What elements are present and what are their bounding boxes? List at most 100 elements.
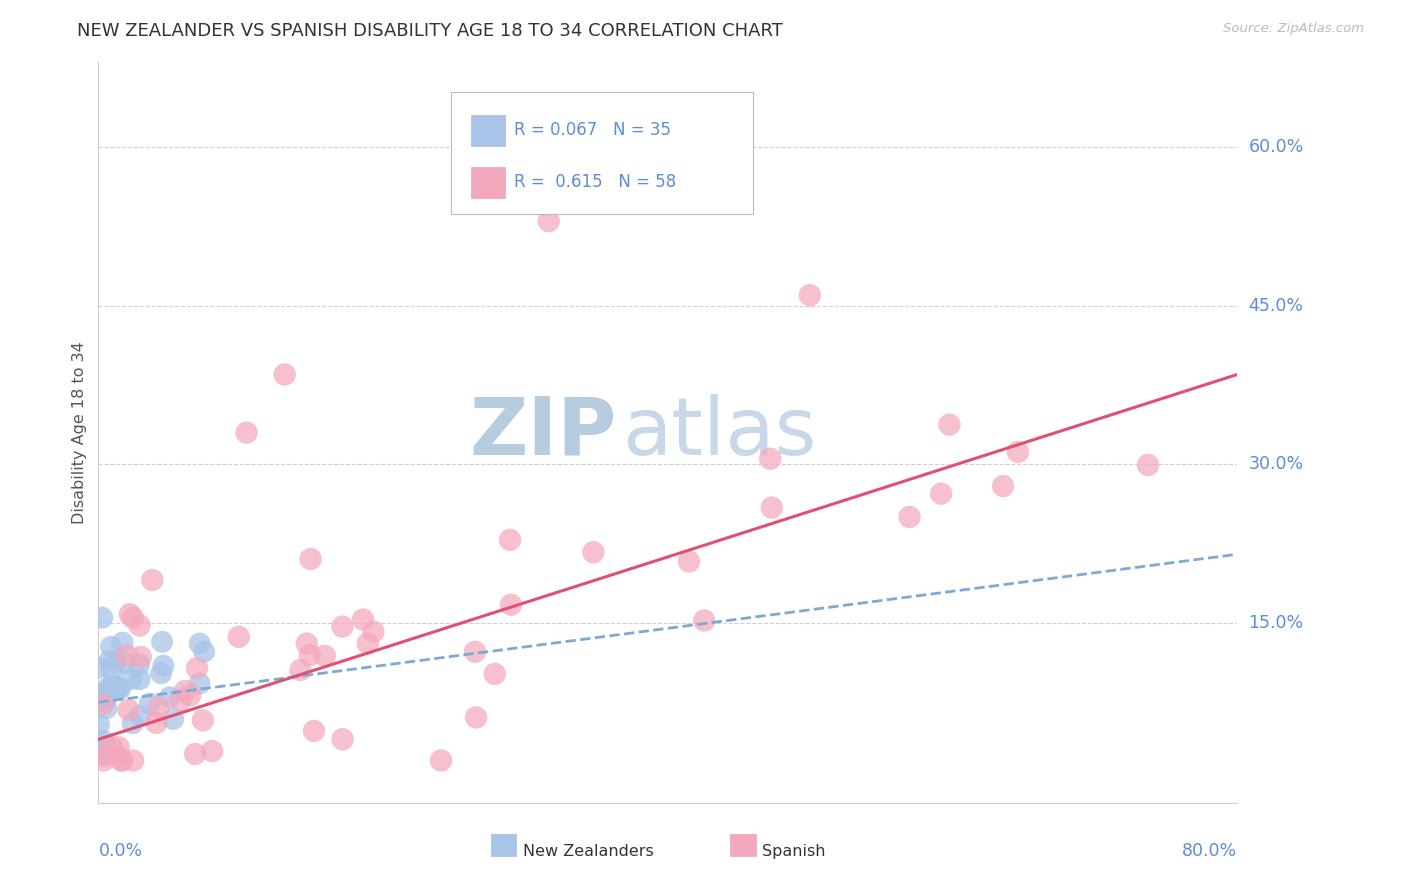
Point bbox=[101, 678, 124, 692]
Point bbox=[162, 712, 184, 726]
Point bbox=[898, 510, 921, 524]
Point bbox=[484, 666, 506, 681]
Point bbox=[430, 754, 453, 768]
Point bbox=[114, 657, 136, 671]
Point bbox=[121, 672, 143, 686]
Point bbox=[188, 676, 211, 690]
Point bbox=[128, 672, 150, 686]
Text: ZIP: ZIP bbox=[470, 393, 617, 472]
Point bbox=[188, 636, 211, 650]
Text: Spanish: Spanish bbox=[762, 844, 825, 858]
Point bbox=[759, 451, 782, 466]
Text: New Zealanders: New Zealanders bbox=[523, 844, 654, 858]
Point bbox=[693, 614, 716, 628]
Text: Source: ZipAtlas.com: Source: ZipAtlas.com bbox=[1223, 22, 1364, 36]
Point bbox=[91, 697, 114, 711]
Point bbox=[169, 693, 191, 707]
Point bbox=[352, 613, 374, 627]
Point bbox=[107, 740, 129, 755]
Point bbox=[110, 754, 132, 768]
Point bbox=[93, 748, 115, 763]
Point bbox=[110, 681, 132, 696]
Point bbox=[98, 685, 121, 699]
Point bbox=[357, 636, 380, 650]
Point bbox=[332, 620, 354, 634]
Point bbox=[97, 681, 120, 695]
FancyBboxPatch shape bbox=[471, 167, 505, 198]
Point bbox=[191, 714, 214, 728]
Point bbox=[141, 573, 163, 587]
Point bbox=[150, 635, 173, 649]
FancyBboxPatch shape bbox=[491, 834, 516, 856]
Point bbox=[464, 645, 486, 659]
Point bbox=[93, 734, 115, 748]
Text: 45.0%: 45.0% bbox=[1249, 297, 1303, 315]
Point bbox=[929, 486, 952, 500]
Point bbox=[363, 624, 385, 639]
Point bbox=[100, 739, 122, 754]
Point bbox=[193, 645, 215, 659]
Point bbox=[129, 708, 152, 723]
Point bbox=[938, 417, 960, 432]
Point bbox=[91, 687, 114, 701]
FancyBboxPatch shape bbox=[471, 115, 505, 146]
Point bbox=[150, 666, 173, 681]
Point bbox=[332, 732, 354, 747]
Point bbox=[104, 656, 127, 670]
Point bbox=[115, 648, 138, 663]
Point bbox=[121, 716, 143, 731]
Point bbox=[302, 723, 325, 738]
Point bbox=[290, 663, 312, 677]
Text: NEW ZEALANDER VS SPANISH DISABILITY AGE 18 TO 34 CORRELATION CHART: NEW ZEALANDER VS SPANISH DISABILITY AGE … bbox=[77, 22, 783, 40]
Point bbox=[273, 368, 295, 382]
Point bbox=[201, 744, 224, 758]
Point bbox=[184, 747, 207, 761]
Text: 30.0%: 30.0% bbox=[1249, 455, 1303, 474]
Point bbox=[298, 648, 321, 663]
Point bbox=[465, 710, 488, 724]
Point bbox=[314, 648, 336, 663]
Y-axis label: Disability Age 18 to 34: Disability Age 18 to 34 bbox=[72, 342, 87, 524]
Point bbox=[90, 740, 112, 755]
Point bbox=[87, 661, 110, 675]
Point bbox=[499, 533, 522, 547]
Point bbox=[152, 658, 174, 673]
Text: 0.0%: 0.0% bbox=[98, 842, 142, 860]
Point bbox=[174, 684, 197, 698]
Text: 15.0%: 15.0% bbox=[1249, 614, 1303, 632]
Point bbox=[179, 689, 201, 703]
Text: 80.0%: 80.0% bbox=[1182, 842, 1237, 860]
Point bbox=[118, 607, 141, 622]
Point bbox=[228, 630, 250, 644]
Text: R = 0.067   N = 35: R = 0.067 N = 35 bbox=[515, 121, 671, 139]
Point bbox=[128, 618, 150, 632]
Point bbox=[582, 545, 605, 559]
Point bbox=[537, 214, 560, 228]
Point bbox=[93, 747, 115, 762]
Point bbox=[91, 611, 114, 625]
Point bbox=[799, 288, 821, 302]
Point bbox=[93, 754, 115, 768]
Point bbox=[761, 500, 783, 515]
Point bbox=[145, 715, 167, 730]
Point bbox=[117, 703, 139, 717]
Point bbox=[148, 700, 170, 714]
Point bbox=[87, 718, 110, 732]
Point bbox=[105, 681, 128, 696]
Point bbox=[94, 693, 117, 707]
Point bbox=[139, 697, 162, 711]
Point bbox=[128, 657, 150, 672]
Point bbox=[991, 479, 1014, 493]
Point bbox=[1137, 458, 1160, 472]
Point bbox=[122, 611, 145, 625]
Point bbox=[186, 661, 208, 675]
Point bbox=[111, 635, 134, 649]
FancyBboxPatch shape bbox=[731, 834, 755, 856]
Point bbox=[107, 681, 129, 695]
Point bbox=[111, 754, 134, 768]
Point bbox=[499, 598, 522, 612]
Point bbox=[98, 654, 121, 668]
Point bbox=[96, 701, 118, 715]
Text: atlas: atlas bbox=[623, 393, 817, 472]
Point bbox=[1007, 445, 1029, 459]
